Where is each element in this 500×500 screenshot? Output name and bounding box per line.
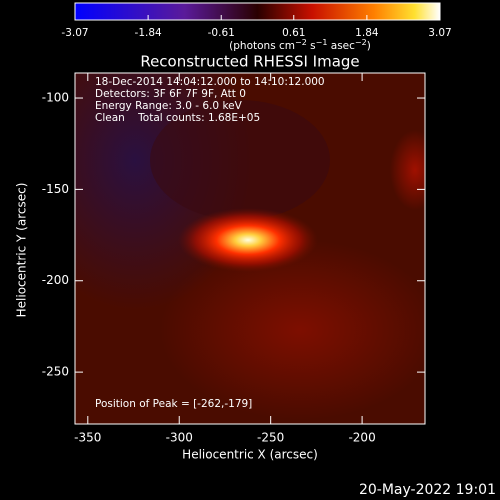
x-tick-label: -200 [348, 431, 375, 445]
y-tick-label: -100 [42, 91, 69, 105]
info-line: Detectors: 3F 6F 7F 9F, Att 0 [95, 88, 246, 100]
colorbar-tick-label: -0.61 [208, 27, 235, 39]
colorbar-tick-label: -3.07 [61, 27, 88, 39]
peak-text: Position of Peak = [-262,-179] [95, 398, 252, 410]
chart-title: Reconstructed RHESSI Image [140, 53, 359, 71]
info-line: 18-Dec-2014 14:04:12.000 to 14:10:12.000 [95, 76, 325, 88]
colorbar-label: (photons cm−2 s−1 asec−2) [229, 38, 371, 53]
colorbar-tick-label: 3.07 [428, 27, 451, 39]
x-axis-label: Heliocentric X (arcsec) [182, 448, 318, 462]
label-part: (photons cm [229, 40, 295, 52]
superscript: −2 [355, 38, 367, 47]
colorbar-tick-label: -1.84 [135, 27, 162, 39]
label-part: ) [367, 40, 371, 52]
colorbar-tick-label: 0.61 [282, 27, 305, 39]
y-tick-label: -250 [42, 365, 69, 379]
x-tick-label: -300 [166, 431, 193, 445]
y-tick-label: -200 [42, 273, 69, 287]
superscript: −1 [316, 38, 328, 47]
info-line: Clean Total counts: 1.68E+05 [95, 112, 260, 124]
label-part: asec [327, 40, 355, 52]
colorbar-tick-label: 1.84 [355, 27, 379, 39]
y-tick-label: -150 [42, 182, 69, 196]
label-part: s [307, 40, 316, 52]
y-axis-label: Heliocentric Y (arcsec) [15, 183, 29, 318]
image [75, 73, 425, 424]
info-line: Energy Range: 3.0 - 6.0 keV [95, 100, 243, 112]
x-tick-label: -250 [257, 431, 284, 445]
superscript: −2 [295, 38, 307, 47]
plot-frame [74, 72, 426, 425]
colorbar [74, 2, 441, 21]
x-tick-label: -350 [74, 431, 101, 445]
timestamp: 20-May-2022 19:01 [359, 482, 496, 498]
